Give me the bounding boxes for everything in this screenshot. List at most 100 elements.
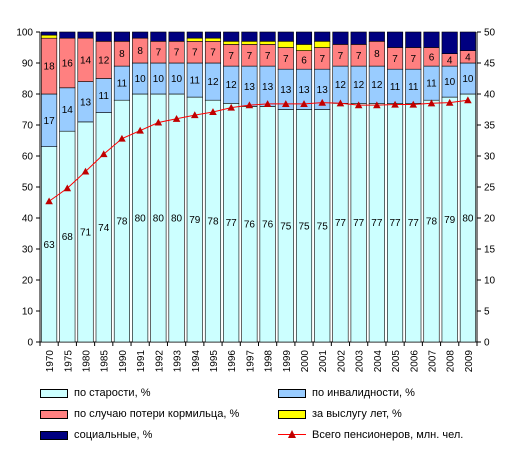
bar-segment [168, 31, 185, 42]
segment-label: 11 [426, 79, 437, 90]
left-y-axis: 0 10 20 30 40 50 60 70 80 90 100 [16, 28, 478, 349]
left-tick-label: 30 [22, 245, 34, 256]
bar-segment [441, 31, 458, 55]
bar-segment [332, 31, 349, 45]
x-tick-label: 2004 [373, 350, 384, 373]
legend-item-social: социальные, % [40, 427, 152, 443]
segment-label: 18 [44, 62, 56, 73]
left-tick-label: 100 [16, 28, 33, 39]
segment-label: 78 [207, 217, 219, 228]
segment-label: 10 [153, 74, 165, 85]
x-axis-labels: 1970 1975 1980 1985 1990 1991 1992 1993 1994 1995… [45, 350, 475, 373]
segment-label: 80 [462, 214, 474, 225]
segment-label: 78 [116, 217, 128, 228]
legend-swatch-disability [278, 388, 306, 398]
segment-label: 8 [137, 46, 143, 57]
bar-segment [204, 37, 222, 42]
right-tick-label: 20 [484, 214, 496, 225]
total-line-marker [336, 99, 345, 107]
total-line-marker [154, 118, 163, 126]
legend-swatch-service [278, 409, 306, 419]
segment-label: 6 [429, 52, 435, 63]
bar-segment [77, 31, 94, 39]
segment-label: 14 [62, 105, 74, 116]
segment-label: 12 [353, 80, 365, 91]
bar-segment [277, 31, 294, 42]
legend-label-social: социальные, % [74, 429, 153, 441]
bar-segment [350, 31, 367, 45]
bar-segment [423, 31, 440, 48]
segment-label: 13 [317, 85, 329, 96]
segment-label: 4 [447, 55, 453, 66]
segment-label: 13 [244, 82, 256, 93]
x-tick-label: 1995 [209, 350, 220, 373]
total-line-path [48, 99, 468, 202]
x-tick-label: 1991 [136, 350, 147, 373]
right-tick-label: 0 [484, 338, 490, 349]
segment-label: 79 [444, 215, 456, 226]
segment-label: 8 [374, 49, 380, 60]
segment-label: 7 [356, 51, 362, 62]
total-line-marker [81, 167, 90, 175]
segment-label: 74 [98, 223, 110, 234]
legend-item-service: за выслугу лет, % [278, 406, 402, 422]
total-line-marker [227, 103, 235, 111]
right-tick-label: 15 [484, 245, 496, 256]
bar-segment [41, 34, 58, 39]
pension-chart: 0 10 20 30 40 50 60 70 80 90 100 0 5 10 15 20 25 30 35 40 4… [16, 28, 496, 373]
legend-swatch-old-age [40, 388, 68, 398]
bar-segment [368, 31, 385, 42]
segment-label: 76 [244, 220, 256, 231]
bar-segment [150, 31, 167, 42]
segment-label: 12 [371, 80, 383, 91]
left-tick-label: 60 [22, 152, 34, 163]
total-line-marker [354, 101, 363, 109]
total-line-marker [464, 96, 472, 104]
bar-segment [259, 31, 276, 42]
x-tick-label: 2001 [318, 350, 329, 373]
legend-label-disability: по инвалидности, % [312, 387, 415, 399]
bar-segment [132, 31, 149, 39]
bar-segment [41, 31, 58, 36]
left-tick-label: 70 [22, 121, 34, 132]
x-tick-label: 2005 [391, 350, 402, 373]
total-line-marker [63, 184, 72, 192]
legend-label-survivor: по случаю потери кормильца, % [74, 408, 240, 420]
segment-label: 80 [153, 214, 165, 225]
segment-label: 7 [228, 51, 234, 62]
segment-label: 10 [135, 74, 147, 85]
total-line-marker [282, 100, 290, 107]
bar-segment [295, 44, 313, 51]
left-tick-label: 0 [27, 338, 33, 349]
segment-label: 13 [280, 85, 292, 96]
x-tick-label: 1999 [282, 350, 293, 373]
x-tick-label: 2000 [300, 350, 311, 373]
bar-segment [223, 40, 240, 45]
x-tick-label: 1992 [154, 350, 165, 373]
segment-label: 12 [98, 55, 110, 66]
x-tick-label: 1997 [245, 350, 256, 373]
left-tick-label: 90 [22, 59, 34, 70]
segment-label: 68 [62, 232, 74, 243]
bar-segment [277, 40, 294, 48]
segment-label: 76 [262, 220, 274, 231]
segment-label: 75 [298, 221, 310, 232]
segment-label: 77 [371, 218, 383, 229]
bar-segment [295, 31, 313, 45]
segment-label: 7 [192, 48, 198, 59]
total-line-marker [45, 197, 53, 205]
segment-label: 7 [174, 48, 180, 59]
segment-label: 11 [117, 79, 128, 90]
segment-label: 17 [44, 116, 56, 127]
segment-label: 7 [392, 54, 398, 65]
chart-legend: по старости, % по инвалидности, % по слу… [40, 383, 510, 449]
total-line-marker [190, 111, 199, 119]
total-line-marker [373, 101, 381, 109]
segment-label: 77 [226, 218, 238, 229]
bar-segment [314, 40, 331, 48]
segment-label: 7 [283, 54, 289, 65]
segment-label: 8 [119, 49, 125, 60]
segment-label: 12 [335, 80, 347, 91]
total-line-marker [409, 100, 418, 108]
left-tick-label: 20 [22, 276, 34, 287]
